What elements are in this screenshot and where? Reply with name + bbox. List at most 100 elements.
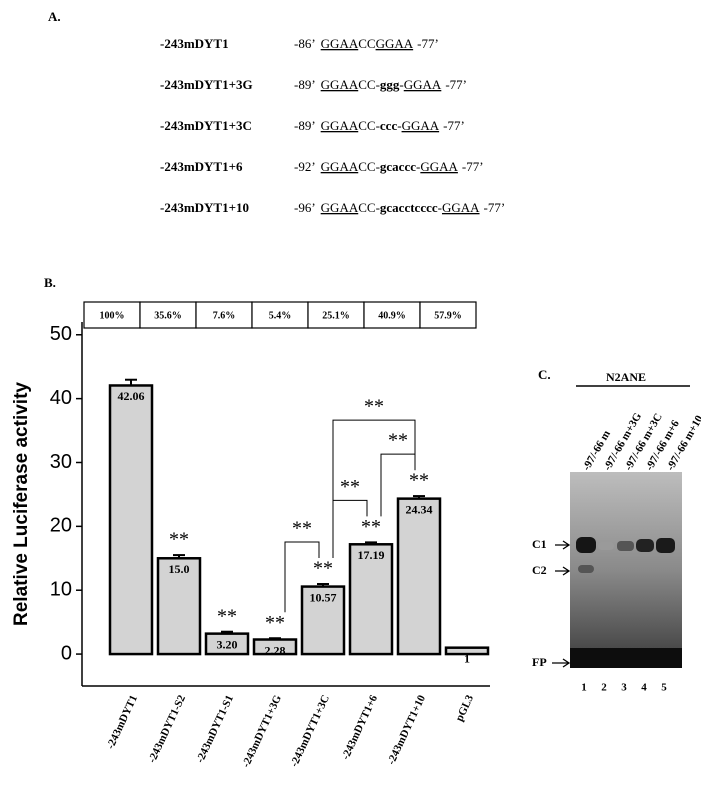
sequence-part: GGAA [404, 77, 442, 92]
sequence-part: CC- [358, 159, 380, 174]
sequence: -96’ GGAACC-gcacctcccc-GGAA -77’ [294, 200, 505, 215]
sequence: -89’ GGAACC-ccc-GGAA -77’ [294, 118, 465, 133]
band-marker: C1 [532, 537, 547, 551]
sequence-part: CC- [358, 200, 380, 215]
y-tick-label: 10 [50, 578, 72, 600]
lane-number: 1 [581, 682, 587, 694]
x-tick-label: -243mDYT1+10 [385, 693, 428, 767]
lane-number: 2 [601, 682, 607, 694]
gel-band [570, 648, 682, 668]
bar [348, 543, 394, 656]
percent-box [307, 301, 365, 329]
bar [108, 384, 154, 656]
gel-band [617, 541, 634, 551]
significance-star: ** [313, 558, 333, 580]
sequence-part: - [438, 200, 442, 215]
x-tick-label: -243mDYT1-S2 [146, 693, 188, 765]
sequence-part: CC- [358, 118, 380, 133]
y-tick-label: 0 [61, 642, 72, 664]
percent-label: 35.6% [154, 310, 182, 321]
y-tick-label: 50 [50, 323, 72, 345]
gel-band [576, 537, 596, 553]
x-tick-label: pGL3 [454, 693, 477, 723]
value-label: 2.28 [265, 643, 286, 657]
sequence-end: -77’ [417, 36, 439, 51]
lane-number: 5 [661, 682, 667, 694]
percent-label: 100% [100, 310, 125, 321]
panel-label: B. [44, 275, 56, 290]
percent-box [363, 301, 421, 329]
construct-name: -243mDYT1+10 [160, 200, 249, 215]
significance-star: ** [364, 396, 384, 418]
sequence-start: -89’ [294, 118, 316, 133]
percent-label: 57.9% [434, 310, 462, 321]
bar [300, 585, 346, 656]
x-tick-label: -243mDYT1+3G [240, 693, 284, 770]
gel [570, 472, 682, 668]
sequence-part: GGAA [321, 159, 359, 174]
construct-name: -243mDYT1 [160, 36, 229, 51]
sequence-part: GGAA [376, 36, 414, 51]
sequence-start: -92’ [294, 159, 316, 174]
sequence: -89’ GGAACC-ggg-GGAA -77’ [294, 77, 467, 92]
percent-box [251, 301, 309, 329]
gel-band [636, 539, 654, 552]
significance-star: ** [265, 612, 285, 634]
percent-box [195, 301, 253, 329]
sequence-part: GGAA [321, 200, 359, 215]
construct-name: -243mDYT1+3G [160, 77, 253, 92]
sequence-part: gcaccc [380, 159, 416, 174]
construct-name: -243mDYT1+6 [160, 159, 243, 174]
sequence-part: GGAA [442, 200, 480, 215]
band-marker: C2 [532, 563, 547, 577]
sequence: -92’ GGAACC-gcaccc-GGAA -77’ [294, 159, 484, 174]
significance-star: ** [388, 430, 408, 452]
sequence-part: ccc [380, 118, 398, 133]
panel-label: A. [48, 9, 61, 24]
value-label: 24.34 [406, 502, 433, 516]
panel-label: C. [538, 367, 551, 382]
gel-band [598, 542, 614, 550]
y-axis-label: Relative Luciferase activity [11, 382, 32, 626]
sequence-part: GGAA [321, 118, 359, 133]
sequence-end: -77’ [445, 77, 467, 92]
significance-star: ** [361, 516, 381, 538]
sequence-part: GGAA [420, 159, 458, 174]
sequence-part: GGAA [402, 118, 440, 133]
sequence-part: - [416, 159, 420, 174]
sequence-part: GGAA [321, 77, 359, 92]
sequence-part: gcacctcccc [380, 200, 438, 215]
x-tick-label: -243mDYT1-S1 [194, 693, 236, 765]
sequence-part: CC- [358, 77, 380, 92]
percent-label: 7.6% [213, 310, 236, 321]
value-label: 15.0 [169, 562, 190, 576]
x-tick-label: -243mDYT1+3C [288, 693, 332, 769]
gel-band [656, 538, 675, 553]
band-arrow [552, 658, 571, 668]
sequence-end: -77’ [443, 118, 465, 133]
y-tick-label: 40 [50, 387, 72, 409]
construct-name: -243mDYT1+3C [160, 118, 252, 133]
value-label: 10.57 [310, 590, 337, 604]
percent-label: 40.9% [378, 310, 406, 321]
significance-star: ** [217, 605, 237, 627]
sequence-end: -77’ [462, 159, 484, 174]
bar [444, 646, 490, 656]
sequence-part: - [397, 118, 401, 133]
percent-box [419, 301, 477, 329]
significance-bracket [284, 541, 320, 613]
y-tick-label: 30 [50, 451, 72, 473]
sequence-part: - [399, 77, 403, 92]
y-tick-label: 20 [50, 515, 72, 537]
significance-star: ** [340, 476, 360, 498]
gel-band [578, 565, 594, 573]
percent-label: 5.4% [269, 310, 292, 321]
value-label: 1 [464, 651, 470, 665]
significance-star: ** [292, 518, 312, 540]
band-arrow [555, 566, 571, 576]
sequence-part: ggg [380, 77, 400, 92]
x-tick-label: -243mDYT1+6 [340, 693, 381, 762]
sequence-start: -86’ [294, 36, 316, 51]
significance-star: ** [409, 470, 429, 492]
